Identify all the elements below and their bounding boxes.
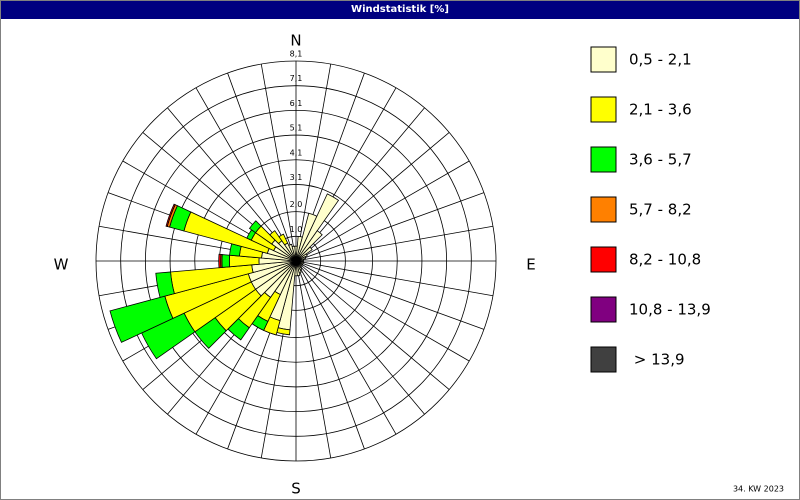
r-tick-label: 6,1 <box>290 99 303 108</box>
radial-line <box>295 192 485 262</box>
legend-label: 3,6 - 5,7 <box>629 151 692 169</box>
wind-segment <box>269 230 283 245</box>
legend-swatch <box>590 346 617 373</box>
legend-label: 2,1 - 3,6 <box>629 101 692 119</box>
wind-segment <box>155 271 175 298</box>
wind-segment <box>295 246 313 262</box>
footer: 34. KW 2023 <box>733 485 784 494</box>
r-tick-label: 4,1 <box>290 148 303 157</box>
wind-segment <box>295 230 323 262</box>
radial-line <box>295 260 332 459</box>
wind-segment <box>221 254 231 268</box>
compass-label: W <box>54 256 69 274</box>
radial-line <box>295 260 365 450</box>
radial-line <box>295 260 494 297</box>
wind-segment <box>248 220 262 234</box>
wind-segment <box>278 233 289 246</box>
compass-label: N <box>290 32 301 50</box>
wind-segment <box>291 245 297 262</box>
legend-swatch <box>590 146 617 173</box>
legend-label: 8,2 - 10,8 <box>629 251 701 269</box>
chart: 1,0 2,0 3,1 4,1 5,1 6,1 7,1 8,1N E S W 0,5 - 2,1 2,1… <box>54 32 784 498</box>
radial-line <box>295 225 494 262</box>
r-tick-label: 5,1 <box>290 124 303 133</box>
wind-segment <box>218 253 222 269</box>
legend-swatch <box>590 246 617 273</box>
wind-segment <box>109 295 174 343</box>
legend-label: > 13,9 <box>629 351 685 369</box>
radial-line <box>295 132 450 262</box>
compass-label: S <box>291 480 301 498</box>
radial-line <box>295 160 470 262</box>
radial-line <box>295 260 397 435</box>
radial-line <box>260 63 297 262</box>
wind-segment <box>165 203 176 227</box>
legend-label: 0,5 - 2,1 <box>629 51 692 69</box>
radial-line <box>295 260 485 330</box>
legend-swatch <box>590 296 617 323</box>
r-tick-label: 2,0 <box>290 200 303 209</box>
radial-line <box>295 260 425 415</box>
radial-line <box>195 87 297 262</box>
radial-line <box>295 260 450 390</box>
radial-line <box>295 260 470 362</box>
r-tick-label: 8,1 <box>290 50 303 59</box>
radial-line <box>227 72 297 262</box>
legend-label: 5,7 - 8,2 <box>629 201 692 219</box>
legend-label: 10,8 - 13,9 <box>629 301 711 319</box>
r-tick-label: 1,0 <box>290 225 303 234</box>
compass-label: E <box>526 256 535 274</box>
r-tick-label: 7,1 <box>290 74 303 83</box>
r-tick-label: 3,1 <box>290 173 303 182</box>
wind-segment <box>295 253 308 262</box>
legend-swatch <box>590 96 617 123</box>
legend-swatch <box>590 46 617 73</box>
title-bar: Windstatistik [%] <box>1 1 799 19</box>
radial-line <box>295 63 332 262</box>
wind-segment <box>295 193 340 262</box>
wind-segment <box>288 243 297 262</box>
legend-swatch <box>590 196 617 223</box>
